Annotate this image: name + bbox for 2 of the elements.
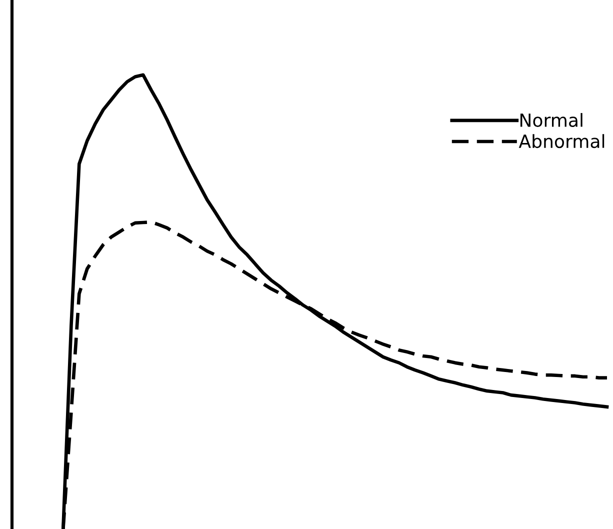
legend-label: Abnormal	[518, 134, 604, 148]
legend-label: Normal	[520, 113, 582, 127]
